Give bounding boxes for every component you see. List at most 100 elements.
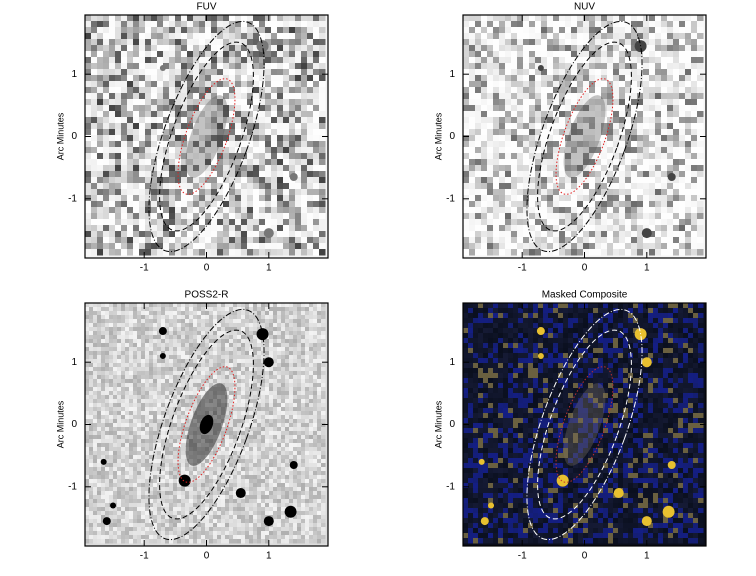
pixel bbox=[487, 129, 494, 136]
pixel bbox=[505, 249, 512, 256]
pixel bbox=[511, 81, 518, 88]
pixel bbox=[109, 15, 116, 22]
pixel bbox=[165, 503, 170, 508]
pixel bbox=[133, 411, 138, 416]
pixel bbox=[85, 435, 90, 440]
pixel bbox=[121, 467, 126, 472]
pixel bbox=[631, 219, 638, 226]
pixel bbox=[145, 27, 152, 34]
pixel bbox=[475, 51, 482, 58]
pixel bbox=[97, 495, 102, 500]
pixel bbox=[157, 99, 164, 106]
pixel bbox=[211, 207, 218, 214]
pixel bbox=[565, 249, 572, 256]
pixel bbox=[565, 171, 572, 178]
pixel bbox=[475, 165, 482, 172]
pixel bbox=[117, 407, 122, 412]
pixel bbox=[577, 129, 584, 136]
pixel bbox=[607, 153, 614, 160]
pixel bbox=[91, 129, 98, 136]
pixel bbox=[637, 93, 644, 100]
pixel bbox=[85, 395, 90, 400]
pixel bbox=[685, 189, 692, 196]
pixel bbox=[189, 519, 194, 524]
pixel bbox=[187, 39, 194, 46]
pixel bbox=[91, 183, 98, 190]
pixel bbox=[307, 45, 314, 52]
pixel bbox=[685, 99, 692, 106]
pixel bbox=[475, 117, 482, 124]
pixel bbox=[115, 171, 122, 178]
pixel bbox=[583, 15, 590, 22]
pixel bbox=[697, 153, 704, 160]
pixel bbox=[307, 153, 314, 160]
pixel bbox=[97, 531, 102, 536]
pixel bbox=[169, 303, 174, 308]
pixel bbox=[109, 519, 114, 524]
pixel bbox=[197, 463, 202, 468]
pixel bbox=[205, 129, 212, 136]
pixel bbox=[223, 171, 230, 178]
pixel bbox=[109, 435, 114, 440]
pixel bbox=[697, 231, 704, 238]
pixel bbox=[655, 141, 662, 148]
pixel bbox=[169, 459, 174, 464]
pixel bbox=[583, 27, 590, 34]
pixel bbox=[559, 243, 566, 250]
pixel bbox=[85, 391, 90, 396]
pixel bbox=[137, 507, 142, 512]
pixel bbox=[127, 75, 134, 82]
pixel bbox=[97, 399, 102, 404]
pixel bbox=[259, 171, 266, 178]
pixel bbox=[205, 111, 212, 118]
pixel bbox=[469, 39, 476, 46]
pixel bbox=[113, 339, 118, 344]
pixel bbox=[577, 63, 584, 70]
pixel bbox=[175, 75, 182, 82]
pixel bbox=[523, 213, 530, 220]
pixel bbox=[117, 395, 122, 400]
pixel bbox=[247, 117, 254, 124]
pixel bbox=[661, 243, 668, 250]
pixel bbox=[177, 311, 182, 316]
pixel bbox=[151, 153, 158, 160]
pixel bbox=[505, 27, 512, 34]
pixel bbox=[541, 39, 548, 46]
pixel bbox=[595, 45, 602, 52]
pixel bbox=[185, 391, 190, 396]
pixel bbox=[607, 159, 614, 166]
pixel bbox=[121, 63, 128, 70]
pixel bbox=[691, 243, 698, 250]
pixel bbox=[601, 243, 608, 250]
pixel bbox=[553, 45, 560, 52]
pixel bbox=[109, 129, 116, 136]
pixel bbox=[559, 75, 566, 82]
pixel bbox=[649, 189, 656, 196]
pixel bbox=[103, 237, 110, 244]
pixel bbox=[307, 21, 314, 28]
pixel bbox=[109, 135, 116, 142]
pixel bbox=[117, 367, 122, 372]
pixel bbox=[511, 33, 518, 40]
pixel bbox=[169, 33, 176, 40]
pixel bbox=[157, 243, 164, 250]
pixel bbox=[199, 189, 206, 196]
pixel bbox=[129, 403, 134, 408]
pixel bbox=[307, 135, 314, 142]
pixel bbox=[235, 231, 242, 238]
pixel bbox=[113, 331, 118, 336]
pixel bbox=[173, 519, 178, 524]
pixel bbox=[149, 519, 154, 524]
pixel bbox=[161, 307, 166, 312]
pixel bbox=[97, 523, 102, 528]
pixel bbox=[133, 183, 140, 190]
pixel bbox=[117, 479, 122, 484]
pixel bbox=[85, 371, 90, 376]
pixel bbox=[697, 75, 704, 82]
pixel bbox=[161, 443, 166, 448]
pixel bbox=[149, 407, 154, 412]
pixel bbox=[637, 111, 644, 118]
pixel bbox=[553, 105, 560, 112]
pixel bbox=[145, 117, 152, 124]
